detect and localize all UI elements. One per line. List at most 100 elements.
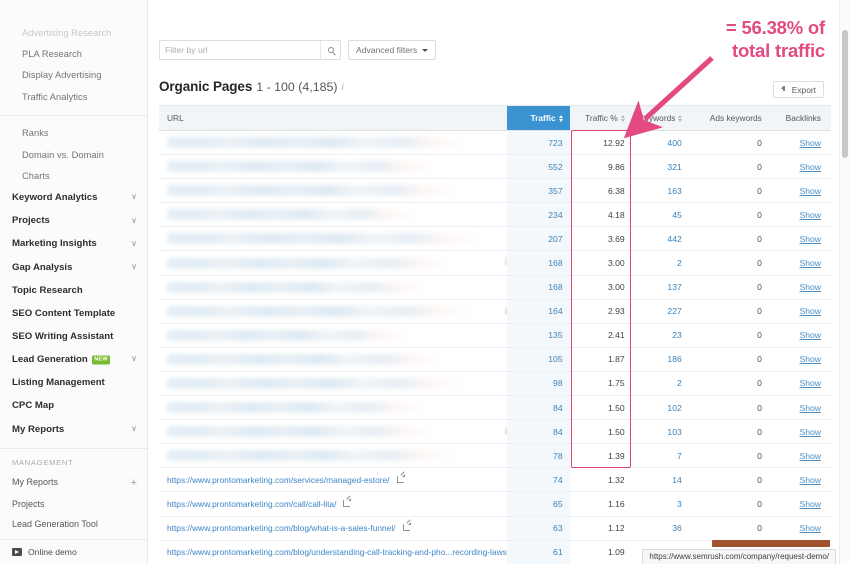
show-backlinks-link[interactable]: Show <box>799 402 822 413</box>
cell-url[interactable]: https://www.prontomarketing.com/blog/und… <box>159 540 507 564</box>
sidebar-item-seo-content-template[interactable]: SEO Content Template <box>0 303 147 326</box>
url-link[interactable]: https://www.prontomarketing.com/blog/und… <box>167 547 507 558</box>
external-link-icon[interactable] <box>402 522 411 532</box>
cell-url[interactable] <box>159 371 507 397</box>
vertical-scrollbar-thumb[interactable] <box>842 30 848 158</box>
show-backlinks-link[interactable]: Show <box>799 258 822 269</box>
cell-url[interactable] <box>159 323 507 348</box>
column-header-url[interactable]: URL <box>159 105 507 131</box>
table-row[interactable]: 168 3.00 2 0 Show <box>159 250 831 276</box>
column-header-keywords[interactable]: Keywords <box>631 105 689 131</box>
show-backlinks-link[interactable]: Show <box>799 523 822 534</box>
column-header-traffic-percent[interactable]: Traffic % <box>569 105 632 131</box>
show-backlinks-link[interactable]: Show <box>799 450 822 461</box>
show-backlinks-link[interactable]: Show <box>799 378 822 389</box>
sidebar-item-topic-research[interactable]: Topic Research <box>0 279 147 302</box>
show-backlinks-link[interactable]: Show <box>799 161 822 172</box>
sidebar-item-keyword-analytics[interactable]: Keyword Analytics ∨ <box>0 187 147 210</box>
sidebar-item-traffic-analytics[interactable]: Traffic Analytics <box>0 86 147 107</box>
show-backlinks-link[interactable]: Show <box>799 233 822 244</box>
chevron-down-icon[interactable]: ∨ <box>131 354 137 364</box>
sidebar-item-seo-writing-assistant[interactable]: SEO Writing Assistant <box>0 326 147 349</box>
chevron-down-icon[interactable]: ∨ <box>131 423 137 433</box>
sidebar-item-display-advertising[interactable]: Display Advertising <box>0 65 147 86</box>
table-row[interactable]: https://www.prontomarketing.com/call/cal… <box>159 491 831 517</box>
external-link-icon[interactable] <box>396 474 405 484</box>
table-row[interactable]: 78 1.39 7 0 Show <box>159 443 831 469</box>
chevron-down-icon[interactable]: ∨ <box>131 261 137 271</box>
table-row[interactable]: https://www.prontomarketing.com/blog/wha… <box>159 516 831 541</box>
table-row[interactable]: 723 12.92 400 0 Show <box>159 130 831 156</box>
table-row[interactable]: 84 1.50 102 0 Show <box>159 395 831 421</box>
cell-url[interactable] <box>159 275 507 300</box>
sidebar-item-cpc-map[interactable]: CPC Map <box>0 395 147 418</box>
table-row[interactable]: 207 3.69 442 0 Show <box>159 226 831 252</box>
info-icon[interactable]: i <box>341 82 344 92</box>
chevron-down-icon[interactable]: ∨ <box>131 238 137 248</box>
sidebar-management-item-projects[interactable]: Projects <box>0 494 147 515</box>
cell-url[interactable] <box>159 154 507 180</box>
table-row[interactable]: 98 1.75 2 0 Show <box>159 371 831 397</box>
cell-url[interactable] <box>159 299 507 324</box>
column-header-backlinks[interactable]: Backlinks <box>768 105 831 131</box>
cell-url[interactable] <box>159 419 507 445</box>
url-link[interactable]: https://www.prontomarketing.com/services… <box>167 474 390 485</box>
online-demo-button[interactable]: Online demo <box>0 539 147 564</box>
table-row[interactable]: 84 1.50 103 0 Show <box>159 419 831 445</box>
cell-url[interactable] <box>159 202 507 228</box>
sidebar-management-item-my-reports[interactable]: My Reports + <box>0 472 147 494</box>
cell-url[interactable] <box>159 347 507 372</box>
cell-keywords[interactable]: 23 <box>631 323 689 348</box>
sidebar-management-item-lead-generation-tool[interactable]: Lead Generation Tool <box>0 515 147 536</box>
sidebar-item-marketing-insights[interactable]: Marketing Insights ∨ <box>0 233 147 256</box>
search-input[interactable] <box>160 41 320 59</box>
show-backlinks-link[interactable]: Show <box>799 330 822 341</box>
url-link[interactable]: https://www.prontomarketing.com/call/cal… <box>167 498 337 509</box>
advanced-filters-button[interactable]: Advanced filters <box>348 40 437 60</box>
chevron-down-icon[interactable]: ∨ <box>131 192 137 202</box>
external-link-icon[interactable] <box>505 306 507 314</box>
external-link-icon[interactable] <box>343 498 352 508</box>
cell-url[interactable] <box>159 226 507 252</box>
sidebar-item-domain-vs-domain[interactable]: Domain vs. Domain <box>0 144 147 165</box>
table-row[interactable]: 105 1.87 186 0 Show <box>159 347 831 372</box>
table-row[interactable]: 552 9.86 321 0 Show <box>159 154 831 180</box>
vertical-scrollbar-track[interactable] <box>839 0 850 564</box>
cell-keywords[interactable]: 2 <box>631 371 689 397</box>
cell-url[interactable]: https://www.prontomarketing.com/blog/wha… <box>159 516 507 541</box>
cell-url[interactable] <box>159 395 507 421</box>
cell-keywords[interactable]: 186 <box>631 347 689 372</box>
search-button[interactable] <box>320 40 340 60</box>
cell-keywords[interactable]: 3 <box>631 491 689 517</box>
cell-keywords[interactable]: 227 <box>631 299 689 324</box>
show-backlinks-link[interactable]: Show <box>799 426 822 437</box>
cell-url[interactable] <box>159 178 507 204</box>
chevron-down-icon[interactable]: ∨ <box>131 215 137 225</box>
cell-keywords[interactable]: 442 <box>631 226 689 252</box>
show-backlinks-link[interactable]: Show <box>799 498 822 509</box>
table-row[interactable]: 164 2.93 227 0 Show <box>159 299 831 324</box>
sidebar-item-ranks[interactable]: Ranks <box>0 123 147 144</box>
add-report-icon[interactable]: + <box>130 476 137 489</box>
sidebar-item-charts[interactable]: Charts <box>0 165 147 186</box>
cell-keywords[interactable]: 400 <box>631 130 689 156</box>
show-backlinks-link[interactable]: Show <box>799 474 822 485</box>
cell-url[interactable]: https://www.prontomarketing.com/call/cal… <box>159 491 507 517</box>
external-link-icon[interactable] <box>505 427 507 435</box>
show-backlinks-link[interactable]: Show <box>799 282 822 293</box>
cell-keywords[interactable]: 2 <box>631 250 689 276</box>
show-backlinks-link[interactable]: Show <box>799 354 822 365</box>
cell-keywords[interactable]: 163 <box>631 178 689 204</box>
sidebar-item-projects[interactable]: Projects ∨ <box>0 210 147 233</box>
sidebar-item-gap-analysis[interactable]: Gap Analysis ∨ <box>0 256 147 279</box>
show-backlinks-link[interactable]: Show <box>799 185 822 196</box>
show-backlinks-link[interactable]: Show <box>799 209 822 220</box>
sidebar-item-pla-research[interactable]: PLA Research <box>0 43 147 64</box>
cell-url[interactable] <box>159 443 507 469</box>
table-row[interactable]: https://www.prontomarketing.com/services… <box>159 467 831 493</box>
show-backlinks-link[interactable]: Show <box>799 306 822 317</box>
sidebar-item-listing-management[interactable]: Listing Management <box>0 372 147 395</box>
cell-keywords[interactable]: 14 <box>631 467 689 493</box>
cell-url[interactable]: https://www.prontomarketing.com/services… <box>159 467 507 493</box>
external-link-icon[interactable] <box>505 258 507 266</box>
